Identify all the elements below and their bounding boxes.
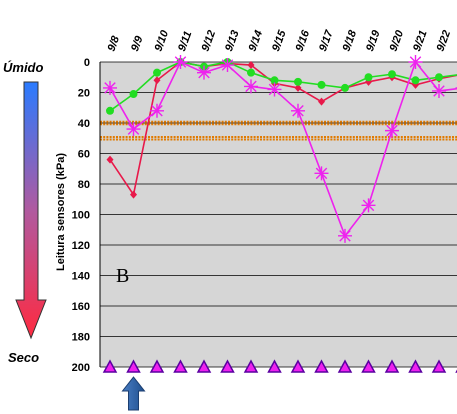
series-0-point-2 — [153, 76, 161, 85]
series-2-point-0 — [103, 80, 117, 95]
y-tick-180: 180 — [72, 332, 90, 344]
series-2-point-1 — [126, 122, 141, 137]
wet-label: Úmido — [3, 60, 44, 75]
series-1-point-8 — [294, 77, 302, 86]
reference-lines — [100, 120, 457, 141]
x-tick-9-18: 9/18 — [341, 28, 360, 53]
series-2-point-9 — [314, 166, 329, 181]
y-tick-0: 0 — [84, 57, 90, 69]
series-0-point-1 — [130, 190, 137, 199]
series-3-point-8 — [290, 359, 306, 373]
series-3-point-14 — [431, 359, 447, 373]
y-tick-60: 60 — [78, 149, 90, 161]
series-1-point-9 — [317, 80, 326, 89]
y-axis-label: Leitura sensores (kPa) — [55, 153, 67, 271]
y-tick-120: 120 — [72, 240, 90, 252]
series-0-point-6 — [247, 61, 255, 70]
x-tick-9-13: 9/13 — [223, 29, 242, 53]
series-3-point-3 — [173, 359, 188, 373]
y-tick-160: 160 — [72, 301, 90, 313]
y-tick-80: 80 — [78, 179, 90, 191]
x-tick-9-15: 9/15 — [270, 28, 289, 53]
x-tick-9-22: 9/22 — [435, 29, 454, 53]
series-1-point-12 — [388, 70, 396, 79]
x-tick-9-21: 9/21 — [411, 29, 430, 53]
series-2-line — [109, 60, 457, 238]
series-2-point-13 — [408, 55, 423, 69]
series-3-point-1 — [126, 359, 141, 373]
series-0-point-8 — [294, 83, 302, 92]
series-2-point-6 — [244, 79, 258, 94]
series-1-point-1 — [129, 90, 138, 99]
x-tick-9-8: 9/8 — [106, 34, 123, 53]
series-3-point-6 — [243, 359, 259, 373]
series-3-point-10 — [337, 359, 353, 373]
series-2 — [103, 55, 457, 243]
dry-label: Seco — [8, 350, 39, 365]
y-tick-100: 100 — [72, 210, 90, 222]
x-tick-9-20: 9/20 — [388, 28, 407, 53]
y-tick-labels: 0 20 40 60 80 100 120 140 160 180 200 — [72, 57, 90, 374]
x-tick-9-10: 9/10 — [153, 28, 172, 53]
x-tick-9-16: 9/16 — [294, 28, 313, 53]
panel-letter: B — [116, 265, 129, 287]
series-1-point-11 — [364, 73, 373, 82]
series-3-point-4 — [196, 359, 212, 373]
series-3 — [102, 359, 457, 373]
y-tick-200: 200 — [72, 362, 90, 374]
x-tick-9-12: 9/12 — [200, 29, 219, 53]
series-2-point-12 — [385, 123, 399, 138]
series-1-point-14 — [435, 73, 443, 82]
series-3-point-11 — [361, 359, 376, 373]
annotation-arrow-up-icon — [121, 376, 146, 411]
series-1-point-2 — [153, 68, 161, 77]
series-0-point-0 — [106, 155, 114, 164]
series-0-line — [109, 61, 457, 197]
x-tick-9-14: 9/14 — [247, 29, 266, 53]
wet-dry-arrow — [15, 81, 47, 340]
series-3-point-12 — [384, 359, 400, 373]
x-tick-9-19: 9/19 — [364, 28, 383, 53]
series-1-point-7 — [270, 76, 279, 85]
y-tick-40: 40 — [78, 118, 90, 130]
series-3-point-9 — [314, 359, 329, 373]
series-2-point-4 — [197, 65, 211, 80]
x-tick-9-11: 9/11 — [176, 30, 194, 53]
series-1-point-6 — [247, 68, 255, 77]
series-2-point-7 — [267, 82, 282, 97]
annotation-arrow-shape — [121, 376, 146, 411]
x-tick-9-9: 9/9 — [129, 34, 146, 53]
series-3-point-13 — [408, 359, 423, 373]
series-2-point-5 — [220, 58, 235, 73]
series-3-point-7 — [267, 359, 282, 373]
x-tick-9-17: 9/17 — [317, 28, 336, 53]
series-0-point-9 — [318, 97, 325, 106]
series-2-point-14 — [432, 83, 446, 98]
x-tick-labels: 9/8 9/9 9/10 9/11 9/12 9/13 9/14 9/15 9/16 9/17 9/… — [106, 28, 454, 53]
series-2-point-10 — [338, 228, 352, 243]
series-2-point-8 — [291, 103, 305, 118]
series-3-point-0 — [102, 359, 118, 373]
series-3-point-2 — [149, 359, 165, 373]
y-tick-140: 140 — [72, 271, 90, 283]
series-group — [102, 55, 457, 373]
series-2-point-3 — [173, 55, 188, 69]
series-1-line — [109, 61, 457, 112]
series-3-point-5 — [220, 359, 235, 373]
y-tick-20: 20 — [78, 88, 90, 100]
series-2-point-2 — [150, 103, 164, 118]
series-2-point-11 — [361, 198, 376, 213]
series-1-point-13 — [411, 76, 420, 85]
series-1-point-0 — [106, 106, 114, 115]
series-1-point-10 — [341, 83, 349, 92]
